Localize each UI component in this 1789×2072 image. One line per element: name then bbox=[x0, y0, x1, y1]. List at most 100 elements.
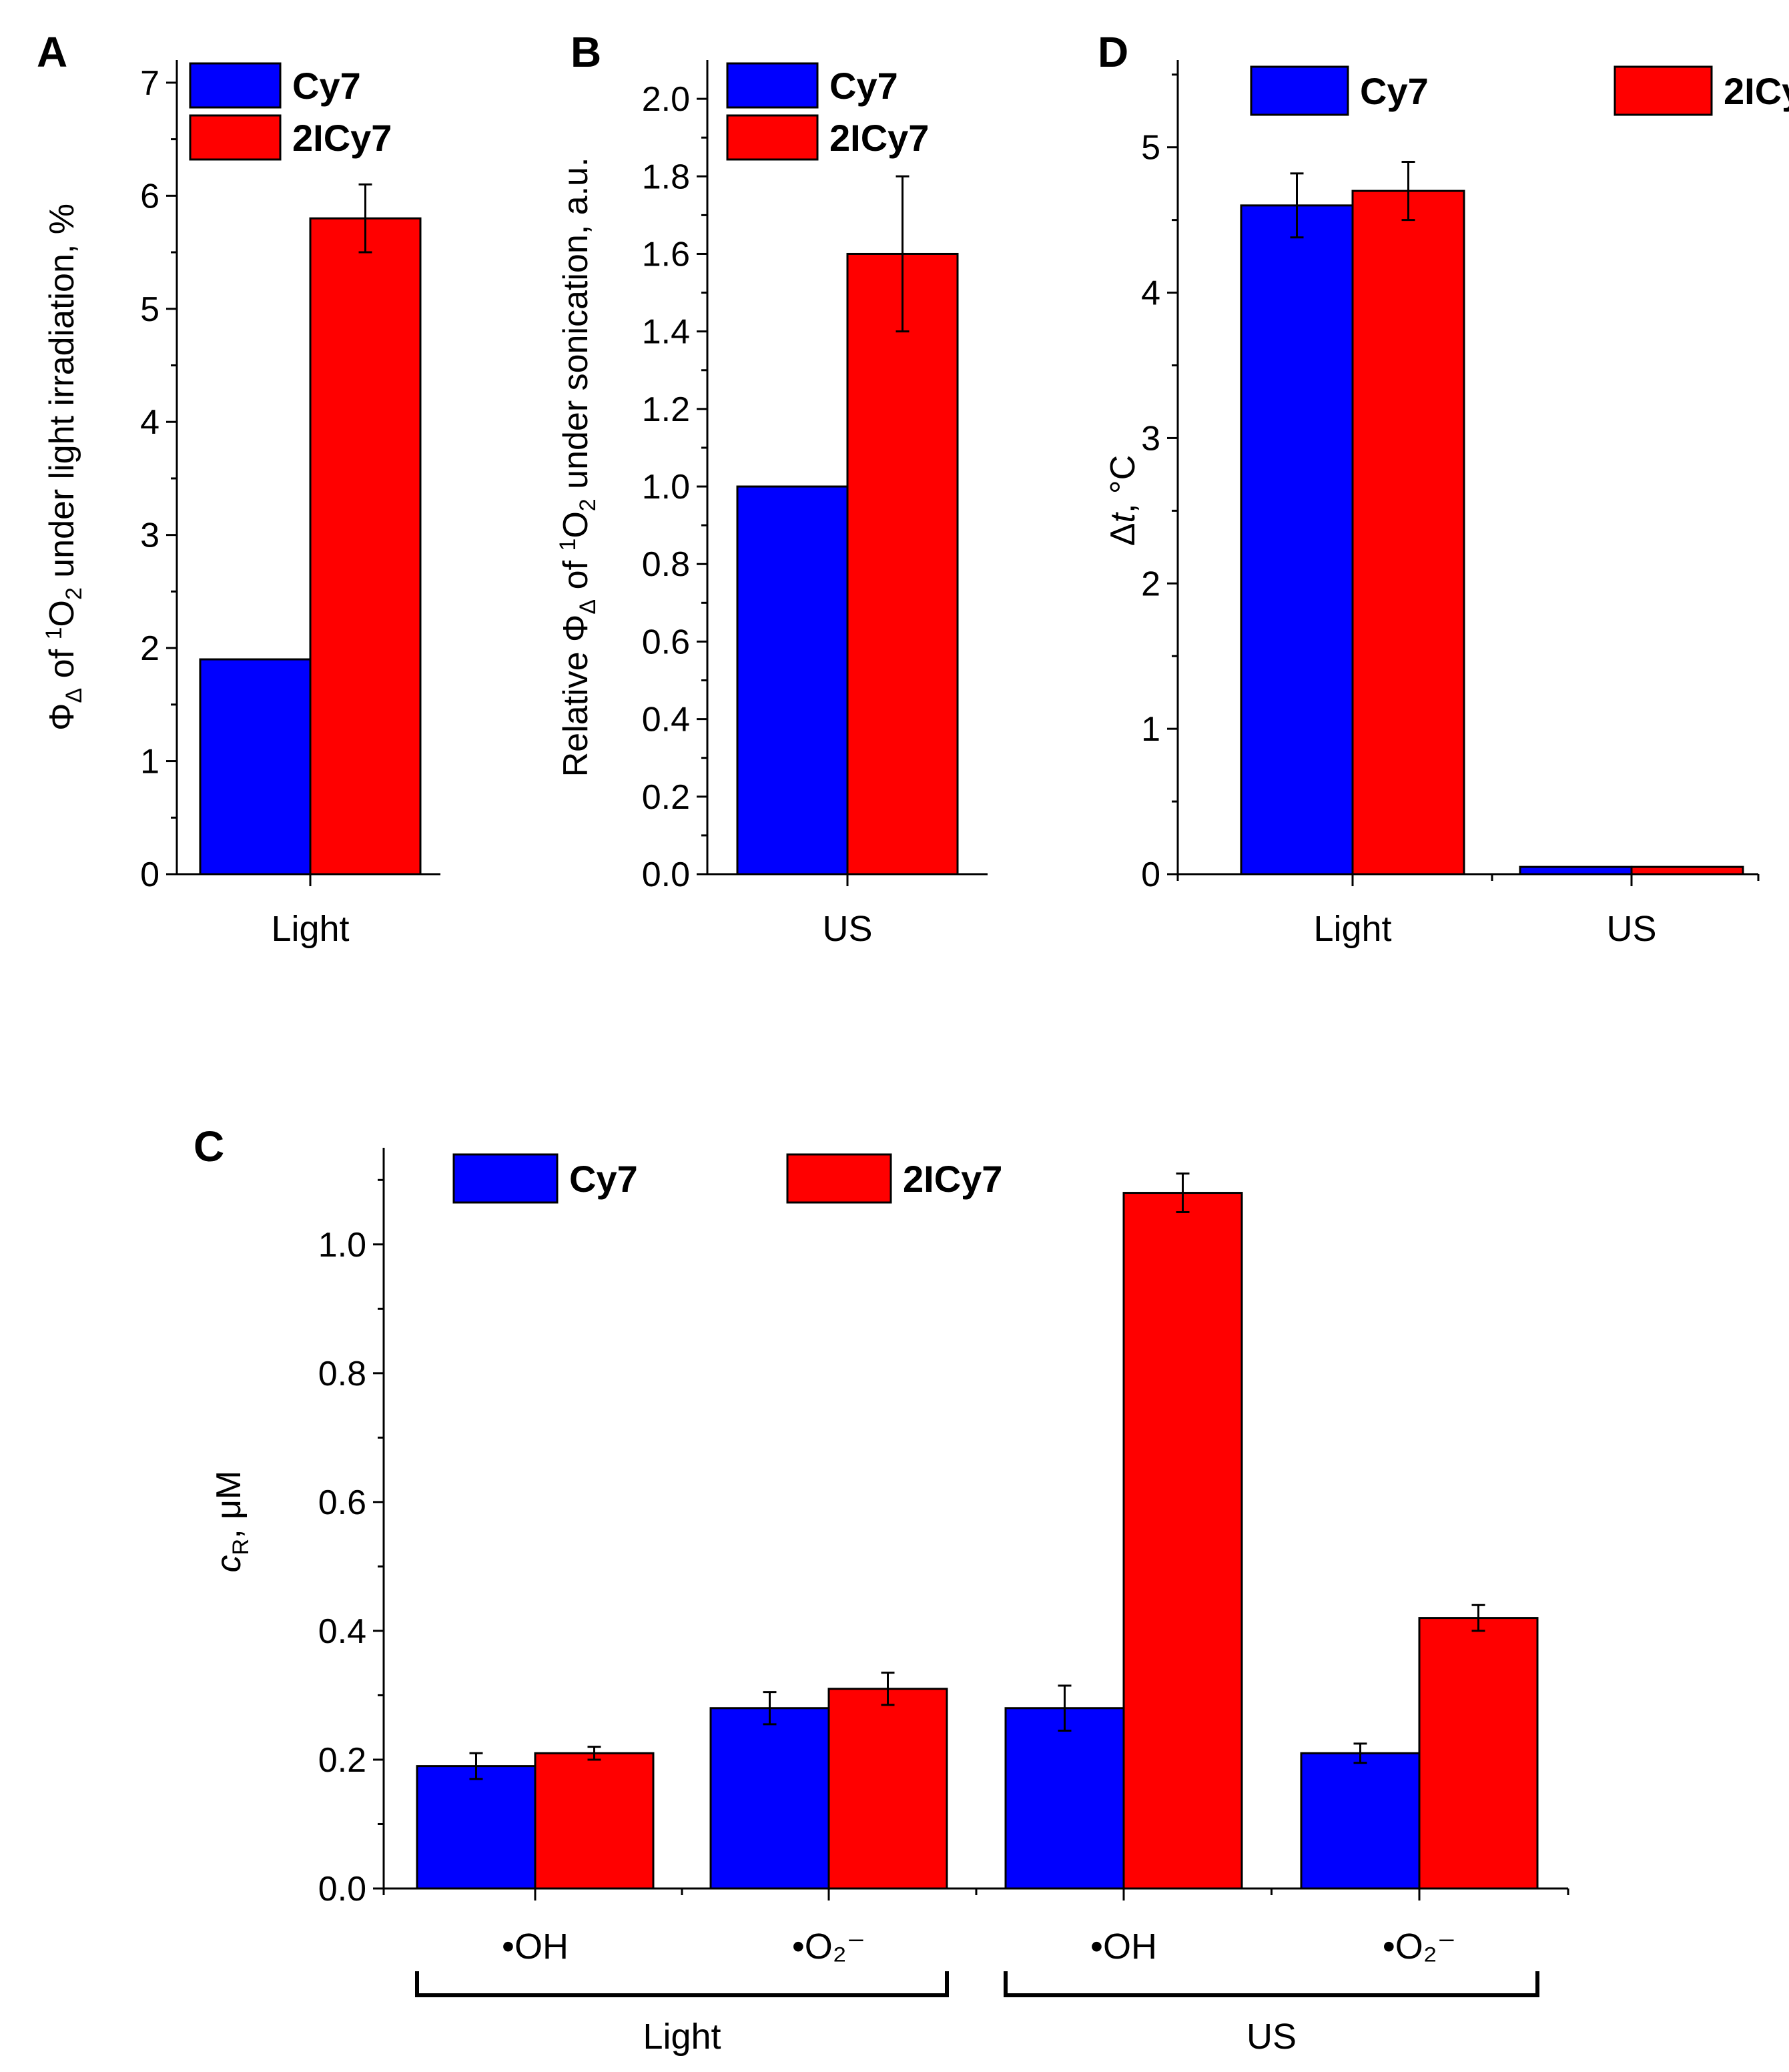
legend-label-2icy7: 2ICy7 bbox=[292, 117, 392, 159]
bar-2icy7-2 bbox=[827, 1688, 948, 1890]
legend-swatch-cy7 bbox=[452, 1153, 559, 1204]
x-category-label: US bbox=[1606, 909, 1656, 949]
bar-cy7-1 bbox=[1240, 204, 1354, 876]
x-category-label: •OH bbox=[1090, 1927, 1157, 1967]
y-tick-label: 1.2 bbox=[642, 390, 690, 429]
y-tick-label: 0.6 bbox=[642, 623, 690, 661]
y-tick-label: 3 bbox=[1141, 419, 1160, 458]
axis-title-part: , μM bbox=[210, 1471, 248, 1539]
panel-b-bar-chart: B 0.0 0.2 0.4 0.6 0.8 1.0 1.2 1.4 1.6 1.8 2.0 US Cy7 2… bbox=[555, 28, 988, 949]
y-axis-title: Relative ΦΔ of 1O2 under sonication, a.u… bbox=[555, 157, 601, 777]
x-category-label: •O₂⁻ bbox=[792, 1927, 865, 1967]
y-tick-label: 0.4 bbox=[318, 1612, 366, 1651]
legend-swatch-2icy7 bbox=[1614, 65, 1713, 116]
group-bracket bbox=[415, 1971, 949, 1997]
bar-cy7-1 bbox=[416, 1765, 536, 1890]
legend-label-2icy7: 2ICy7 bbox=[829, 117, 929, 159]
y-axis-title: ΦΔ of 1O2 under light irradiation, % bbox=[41, 204, 87, 731]
y-axis-title: cR, μM bbox=[210, 1471, 254, 1573]
y-tick-label: 0.8 bbox=[642, 545, 690, 584]
bar-cy7-1 bbox=[736, 485, 849, 876]
bar-2icy7-1 bbox=[309, 217, 422, 876]
y-tick-label: 0.2 bbox=[642, 778, 690, 817]
panel-letter: A bbox=[37, 28, 67, 76]
y-tick-label: 0.8 bbox=[318, 1355, 366, 1393]
legend-label-cy7: Cy7 bbox=[1360, 70, 1429, 112]
y-tick-label: 3 bbox=[140, 516, 159, 555]
axis-title-part: R bbox=[228, 1539, 254, 1556]
bar-cy7-2 bbox=[709, 1707, 830, 1890]
bar-2icy7-1 bbox=[1351, 190, 1465, 876]
legend-swatch-2icy7 bbox=[786, 1153, 892, 1204]
y-tick-label: 4 bbox=[140, 403, 159, 442]
y-tick-label: 6 bbox=[140, 177, 159, 216]
bar-cy7-3 bbox=[1004, 1707, 1125, 1890]
y-tick-label: 1.6 bbox=[642, 235, 690, 274]
x-category-label: •OH bbox=[502, 1927, 569, 1967]
legend-label-cy7: Cy7 bbox=[292, 65, 361, 107]
legend-label-2icy7: 2ICy7 bbox=[903, 1158, 1002, 1200]
axis-title-part: Δ bbox=[61, 688, 87, 703]
y-tick-label: 0 bbox=[1141, 855, 1160, 894]
y-tick-label: 2 bbox=[1141, 565, 1160, 603]
axis-title-part: O bbox=[43, 600, 81, 627]
legend-swatch-cy7 bbox=[189, 62, 282, 109]
axis-title-part: t bbox=[1104, 511, 1142, 523]
group-bracket bbox=[1004, 1971, 1539, 1997]
panel-d-bar-chart: D 0 1 2 3 4 5 Light US Cy7 2ICy7 Δt, °C bbox=[1098, 28, 1789, 949]
axis-title-part: Φ bbox=[43, 703, 81, 731]
panel-c-bar-chart: C 0.0 0.2 0.4 0.6 0.8 1.0 Cy7 2ICy7 cR, μM •OH •O₂⁻… bbox=[194, 1122, 1569, 2057]
y-tick-label: 0.0 bbox=[318, 1870, 366, 1909]
axis-title-part: 1 bbox=[41, 627, 67, 640]
y-tick-label: 1.0 bbox=[642, 468, 690, 506]
y-tick-label: 1.0 bbox=[318, 1226, 366, 1265]
legend-swatch-2icy7 bbox=[189, 114, 282, 161]
axis-title-part: Relative Φ bbox=[557, 615, 595, 777]
bar-2icy7-3 bbox=[1122, 1192, 1243, 1890]
group-label: Light bbox=[643, 2017, 721, 2057]
y-tick-label: 7 bbox=[140, 64, 159, 103]
y-tick-label: 0.4 bbox=[642, 701, 690, 739]
y-tick-label: 0.0 bbox=[642, 855, 690, 894]
y-tick-label: 2 bbox=[140, 629, 159, 668]
y-tick-label: 0.6 bbox=[318, 1483, 366, 1522]
y-tick-label: 1.8 bbox=[642, 157, 690, 196]
y-tick-label: 1.4 bbox=[642, 313, 690, 352]
panel-letter: B bbox=[571, 28, 601, 76]
y-tick-label: 5 bbox=[1141, 129, 1160, 167]
y-axis-title: Δt, °C bbox=[1104, 455, 1142, 546]
x-category-label: US bbox=[822, 909, 872, 949]
panel-a-bar-chart: A 0 1 2 3 4 5 6 7 Light Cy7 2ICy7 ΦΔ of 1O2 under li… bbox=[37, 28, 440, 949]
axis-title-part: 2 bbox=[575, 498, 601, 511]
y-tick-label: 1 bbox=[1141, 710, 1160, 749]
axis-title-part: 2 bbox=[61, 587, 87, 600]
axis-title-part: 1 bbox=[555, 539, 581, 551]
axis-title-part: Δ bbox=[1104, 523, 1142, 546]
y-tick-label: 0 bbox=[140, 855, 159, 894]
bar-cy7-4 bbox=[1300, 1752, 1421, 1890]
legend-swatch-cy7 bbox=[726, 62, 819, 109]
bar-cy7-2 bbox=[1519, 866, 1633, 876]
bar-2icy7-1 bbox=[846, 252, 959, 876]
y-tick-label: 1 bbox=[140, 743, 159, 781]
x-category-label: Light bbox=[271, 909, 349, 949]
legend-label-2icy7: 2ICy7 bbox=[1724, 70, 1789, 112]
y-tick-label: 4 bbox=[1141, 274, 1160, 313]
axis-title-part: under sonication, a.u. bbox=[557, 157, 595, 499]
legend-swatch-2icy7 bbox=[726, 114, 819, 161]
axis-title-part: , °C bbox=[1104, 455, 1142, 513]
y-tick-label: 5 bbox=[140, 290, 159, 329]
bar-2icy7-1 bbox=[534, 1752, 655, 1890]
legend-swatch-cy7 bbox=[1250, 65, 1349, 116]
group-label: US bbox=[1246, 2017, 1297, 2057]
bar-2icy7-4 bbox=[1418, 1617, 1539, 1890]
legend-label-cy7: Cy7 bbox=[829, 65, 898, 107]
panel-letter: D bbox=[1098, 28, 1128, 76]
axis-title-part: under light irradiation, % bbox=[43, 204, 81, 587]
axis-title-part: O bbox=[557, 511, 595, 538]
y-tick-label: 2.0 bbox=[642, 80, 690, 119]
axis-title-part: c bbox=[210, 1555, 248, 1572]
axis-title-part: of bbox=[557, 551, 595, 599]
axis-title-part: Δ bbox=[575, 599, 601, 615]
